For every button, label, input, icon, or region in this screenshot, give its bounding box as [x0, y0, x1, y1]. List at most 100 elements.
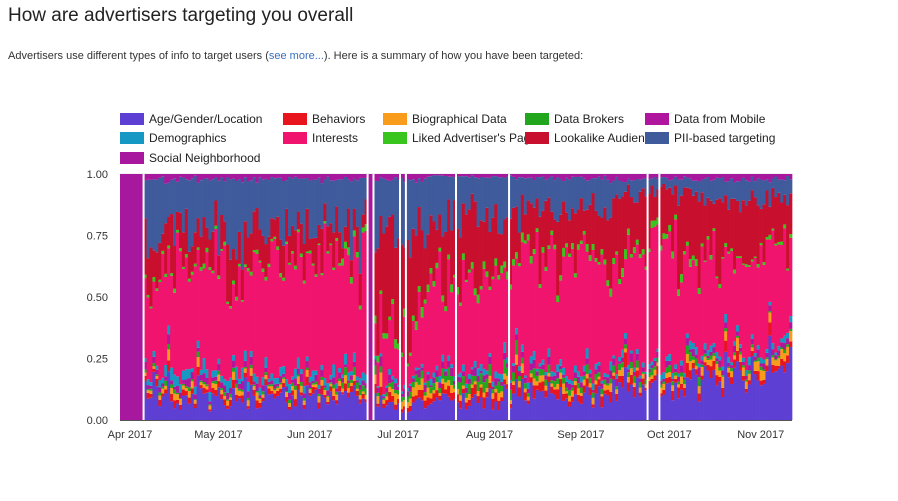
- bar-segment: [626, 234, 631, 366]
- bar-segment: [423, 408, 427, 420]
- bar-segment: [149, 388, 153, 391]
- bar-segment: [615, 393, 619, 401]
- bar-segment: [588, 204, 592, 256]
- bar-segment: [618, 174, 622, 181]
- y-tick-label: 0.50: [87, 292, 108, 304]
- bar-segment: [615, 254, 619, 375]
- bar-segment: [290, 253, 295, 377]
- bar-segment: [282, 245, 286, 278]
- bar-segment: [414, 367, 419, 371]
- bar-segment: [691, 255, 696, 261]
- bar-segment: [741, 200, 746, 264]
- bar-segment: [765, 349, 769, 353]
- bar-segment: [529, 263, 533, 357]
- bar-segment: [338, 179, 342, 233]
- bar-segment: [308, 238, 312, 251]
- bar-segment: [733, 355, 737, 360]
- bar-segment: [208, 239, 212, 268]
- bar-segment: [547, 248, 551, 349]
- bar-segment: [255, 253, 259, 377]
- bar-segment: [320, 273, 324, 276]
- bar-segment: [741, 380, 746, 420]
- bar-segment: [456, 287, 460, 295]
- bar-segment: [703, 365, 707, 420]
- bar-segment: [780, 179, 784, 203]
- bar-segment: [526, 174, 531, 178]
- bar-segment: [134, 174, 139, 420]
- bar-segment: [314, 174, 318, 180]
- bar-segment: [768, 206, 772, 235]
- bar-segment: [170, 179, 174, 215]
- bar-segment: [164, 174, 168, 184]
- x-tick-label: Jun 2017: [287, 429, 332, 441]
- bar-segment: [314, 389, 318, 420]
- bar-segment: [523, 375, 528, 378]
- legend-swatch: [120, 152, 144, 164]
- bar-segment: [341, 179, 345, 249]
- bar-segment: [302, 386, 307, 394]
- bar-segment: [520, 363, 525, 373]
- bar-segment: [733, 367, 737, 420]
- bar-segment: [570, 208, 575, 244]
- bar-segment: [688, 370, 693, 380]
- bar-segment: [603, 174, 607, 176]
- bar-segment: [609, 288, 613, 297]
- bar-segment: [417, 286, 421, 292]
- bar-segment: [762, 174, 766, 181]
- bar-segment: [629, 353, 634, 363]
- bar-segment: [429, 215, 433, 269]
- bar-segment: [326, 253, 330, 384]
- bar-segment: [170, 275, 174, 368]
- bar-segment: [682, 254, 687, 374]
- bar-segment: [249, 356, 253, 365]
- bar-segment: [429, 174, 433, 177]
- bar-segment: [426, 284, 430, 292]
- bar-segment: [674, 174, 678, 177]
- bar-segment: [382, 403, 386, 409]
- bar-segment: [691, 195, 696, 256]
- bar-segment: [680, 282, 684, 361]
- bar-segment: [199, 266, 203, 271]
- bar-segment: [736, 335, 740, 338]
- bar-segment: [326, 251, 330, 254]
- bar-segment: [506, 367, 510, 376]
- bar-segment: [155, 365, 159, 370]
- bar-segment: [653, 369, 657, 376]
- bar-segment: [576, 176, 581, 210]
- bar-segment: [341, 394, 345, 420]
- bar-segment: [152, 371, 156, 420]
- bar-segment: [234, 379, 239, 384]
- bar-segment: [267, 180, 271, 237]
- bar-segment: [158, 406, 162, 420]
- bar-segment: [709, 200, 713, 256]
- bar-segment: [680, 195, 684, 275]
- bar-segment: [367, 174, 371, 420]
- bar-segment: [243, 174, 248, 178]
- bar-segment: [382, 233, 386, 334]
- see-more-link[interactable]: see more...: [268, 50, 324, 62]
- bar-segment: [517, 266, 522, 367]
- bar-segment: [332, 269, 336, 365]
- bar-segment: [697, 181, 701, 202]
- bar-segment: [606, 389, 610, 396]
- bar-segment: [161, 253, 165, 378]
- bar-segment: [205, 178, 209, 228]
- bar-segment: [674, 185, 678, 215]
- bar-segment: [373, 355, 377, 360]
- bar-segment: [167, 248, 171, 326]
- bar-segment: [199, 380, 203, 383]
- bar-segment: [302, 393, 307, 399]
- legend-label: Biographical Data: [412, 112, 507, 126]
- bar-segment: [512, 372, 516, 382]
- bar-segment: [397, 394, 401, 399]
- bar-segment: [349, 382, 354, 387]
- bar-segment: [697, 363, 701, 368]
- bar-segment: [562, 181, 566, 202]
- bar-segment: [579, 176, 584, 199]
- bar-segment: [255, 182, 259, 209]
- bar-segment: [364, 174, 368, 178]
- bar-segment: [747, 384, 752, 420]
- bar-segment: [178, 392, 183, 399]
- bar-segment: [509, 408, 513, 420]
- bar-segment: [665, 189, 669, 235]
